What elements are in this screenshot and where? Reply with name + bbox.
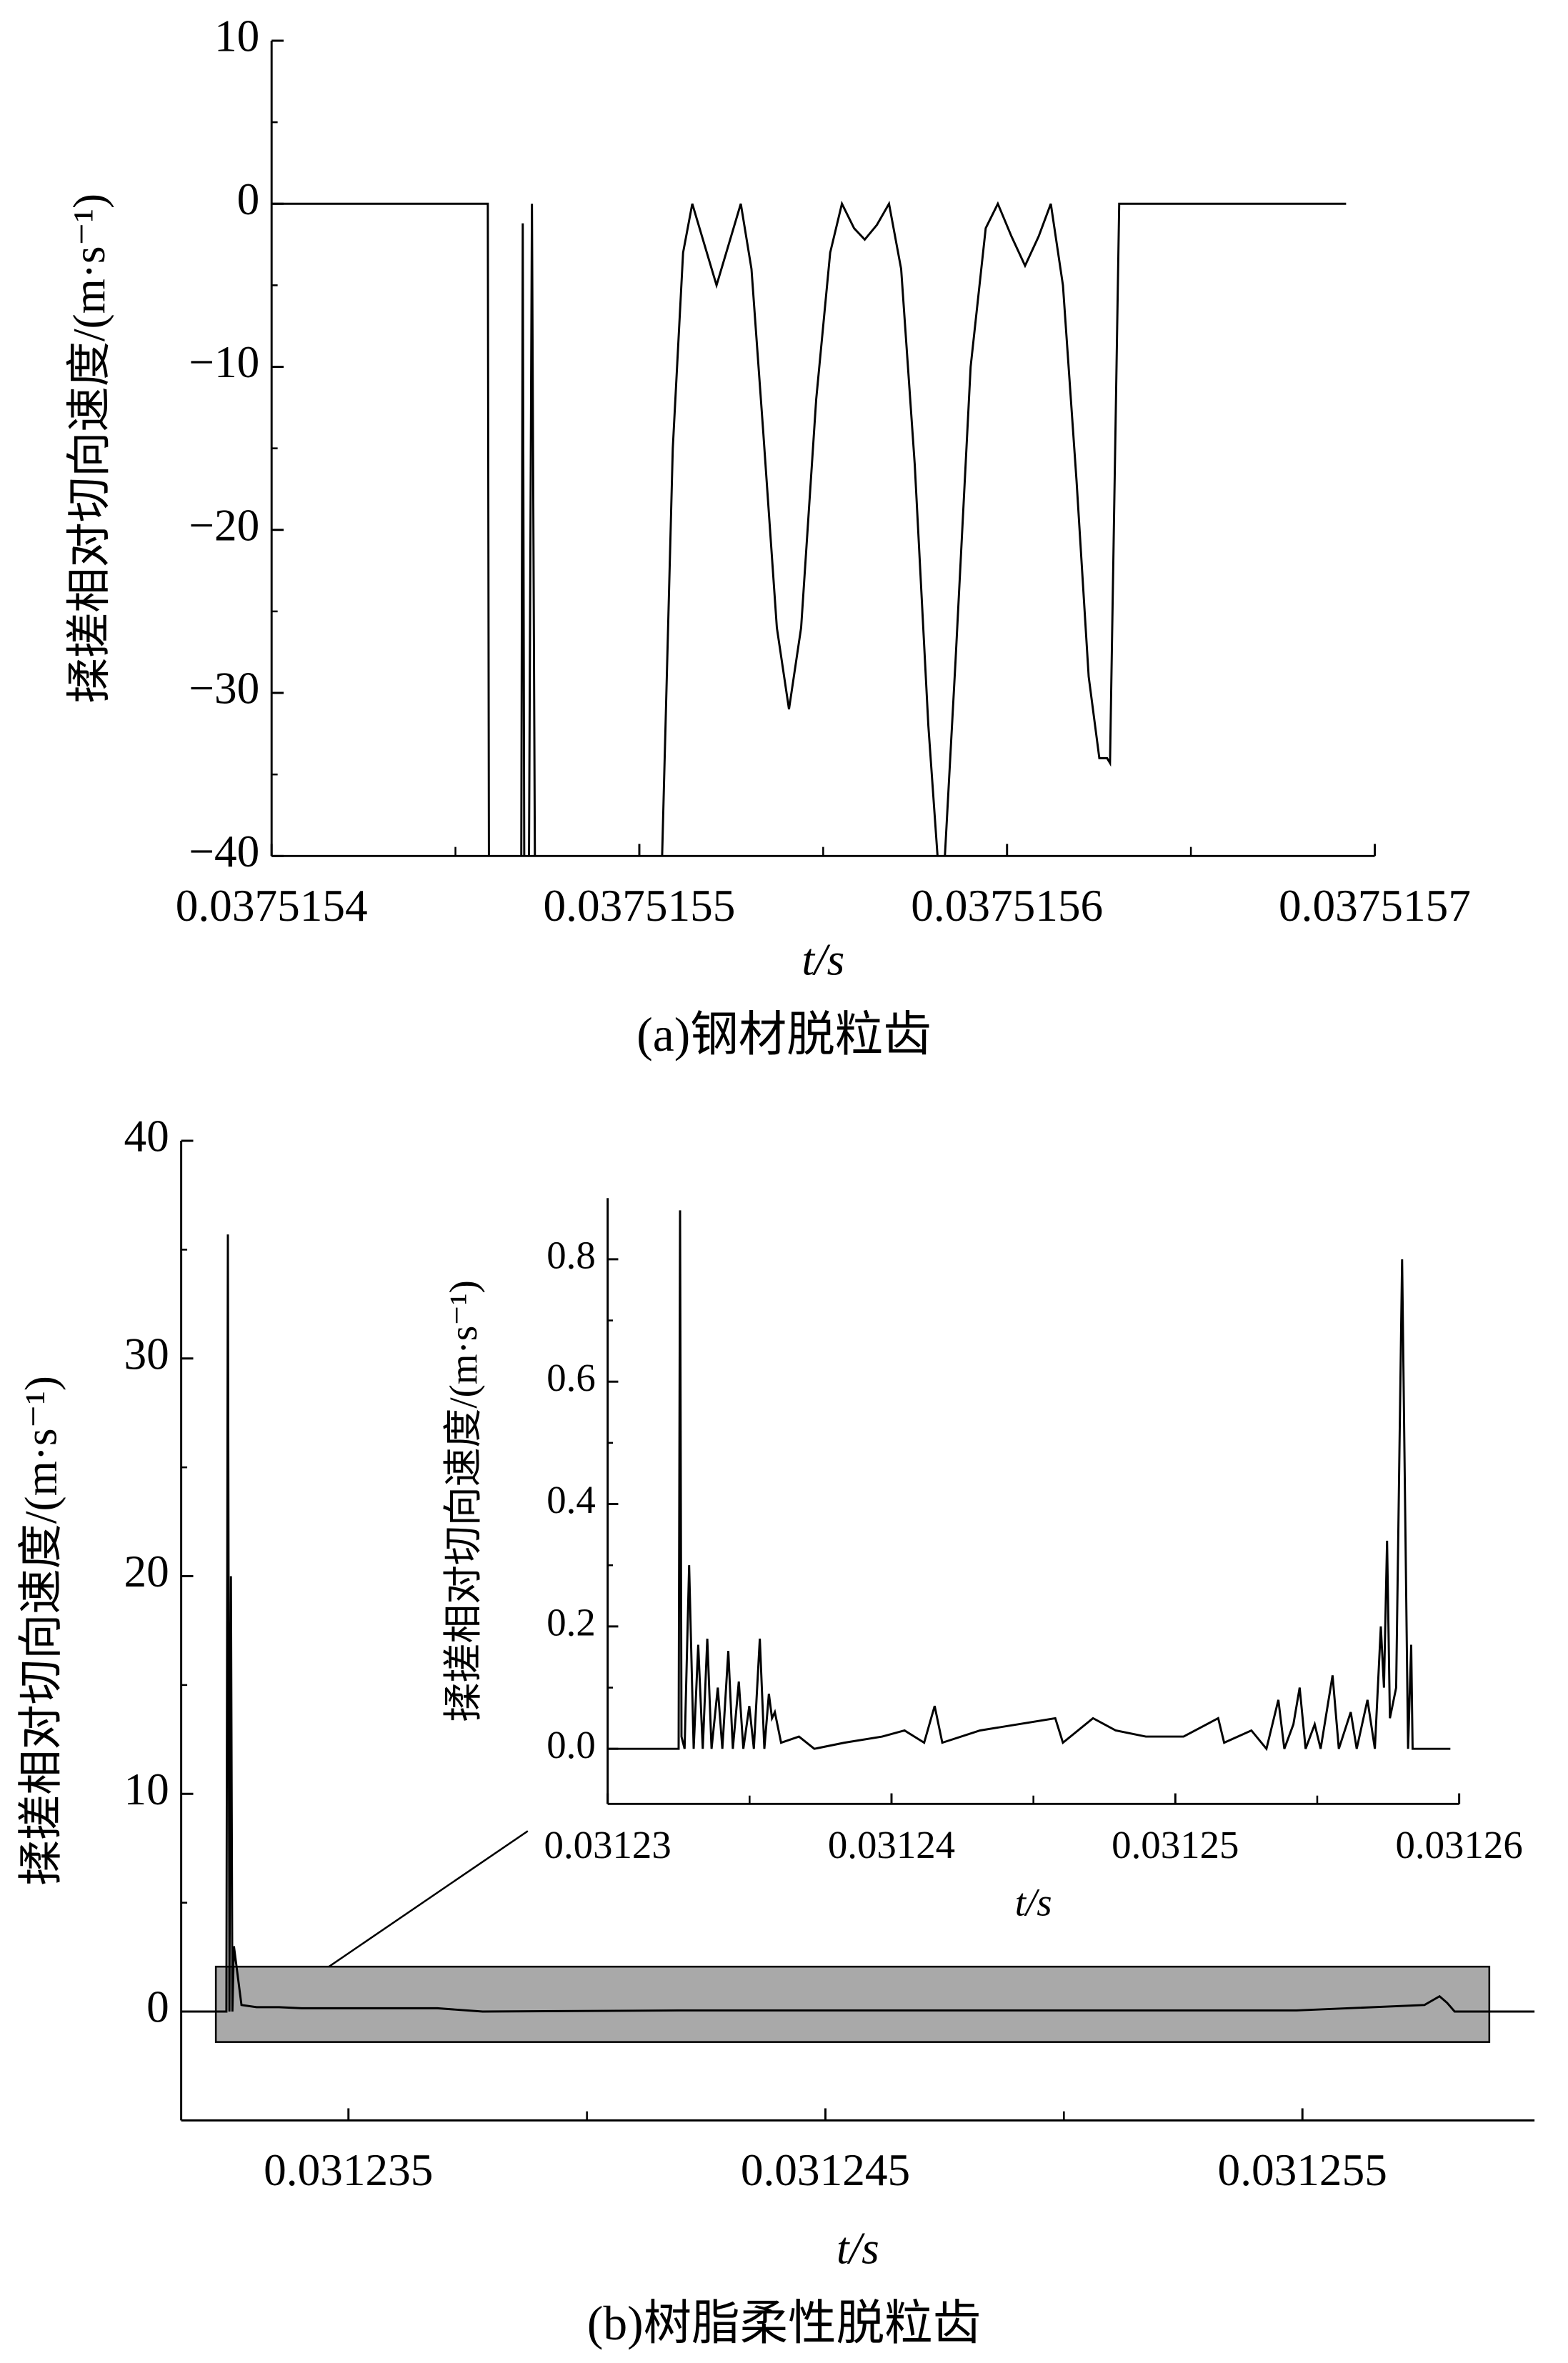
y-tick-label: 10	[124, 1764, 169, 1814]
x-tick-label: 0.03123	[544, 1823, 671, 1867]
y-tick-label: 0.4	[546, 1478, 596, 1522]
x-tick-label: 0.03126	[1396, 1823, 1523, 1867]
x-tick-label: 0.03124	[828, 1823, 955, 1867]
y-axis-label: 揉搓相对切向速度/(m·s⁻¹)	[16, 1376, 66, 1885]
y-axis-label: 揉搓相对切向速度/(m·s⁻¹)	[64, 194, 114, 703]
x-tick-label: 0.0375157	[1279, 881, 1471, 931]
y-tick-label: −30	[189, 664, 259, 714]
y-tick-label: 20	[124, 1547, 169, 1597]
x-axis-label: t/s	[837, 2224, 879, 2274]
x-tick-label: 0.031255	[1218, 2145, 1387, 2195]
y-tick-label: 0	[146, 1982, 169, 2032]
x-tick-label: 0.0375156	[911, 881, 1103, 931]
caption: (b)树脂柔性脱粒齿	[587, 2297, 981, 2350]
zoom-region	[214, 1965, 1491, 2043]
zoom-connector	[328, 1830, 529, 1968]
y-tick-label: −40	[189, 826, 259, 876]
data-line	[181, 1234, 1535, 2013]
data-line	[271, 200, 1347, 856]
data-line	[607, 1210, 1451, 1752]
y-tick-label: −20	[189, 500, 259, 550]
y-tick-label: 30	[124, 1329, 169, 1379]
x-tick-label: 0.0375154	[176, 881, 368, 931]
x-tick-label: 0.0375155	[543, 881, 735, 931]
y-tick-label: 0.6	[546, 1356, 596, 1399]
y-tick-label: 0	[237, 174, 260, 224]
y-tick-label: 10	[214, 11, 259, 61]
x-axis-label: t/s	[1015, 1880, 1052, 1924]
y-tick-label: −10	[189, 337, 259, 387]
y-tick-label: 0.8	[546, 1233, 596, 1277]
x-axis-label: t/s	[802, 935, 844, 985]
caption: (a)钢材脱粒齿	[636, 1008, 931, 1061]
x-tick-label: 0.031245	[741, 2145, 910, 2195]
x-tick-label: 0.03125	[1112, 1823, 1239, 1867]
y-tick-label: 0.0	[546, 1723, 596, 1767]
y-tick-label: 40	[124, 1111, 169, 1161]
y-axis-label: 揉搓相对切向速度/(m·s⁻¹)	[441, 1280, 485, 1722]
y-tick-label: 0.2	[546, 1600, 596, 1644]
inset-background	[607, 1198, 1459, 1804]
x-tick-label: 0.031235	[264, 2145, 433, 2195]
